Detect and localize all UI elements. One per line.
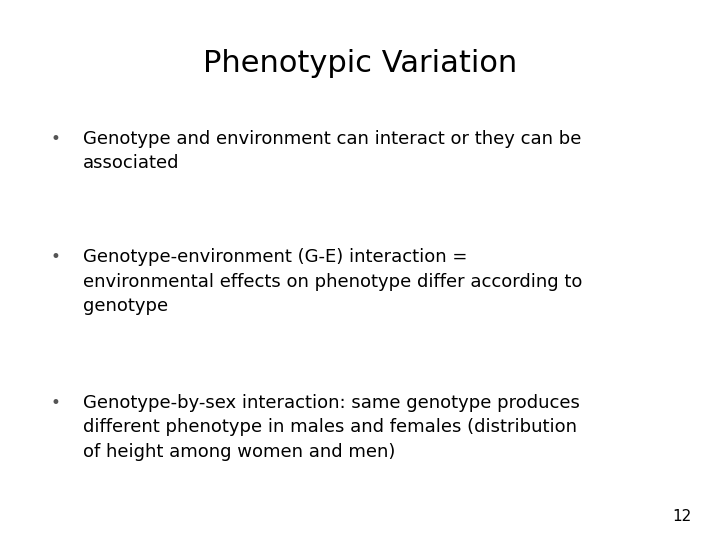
Text: Genotype and environment can interact or they can be
associated: Genotype and environment can interact or… xyxy=(83,130,581,172)
Text: •: • xyxy=(50,130,60,147)
Text: •: • xyxy=(50,394,60,412)
Text: Phenotypic Variation: Phenotypic Variation xyxy=(203,49,517,78)
Text: •: • xyxy=(50,248,60,266)
Text: Genotype-by-sex interaction: same genotype produces
different phenotype in males: Genotype-by-sex interaction: same genoty… xyxy=(83,394,580,461)
Text: Genotype-environment (G-E) interaction =
environmental effects on phenotype diff: Genotype-environment (G-E) interaction =… xyxy=(83,248,582,315)
Text: 12: 12 xyxy=(672,509,691,524)
